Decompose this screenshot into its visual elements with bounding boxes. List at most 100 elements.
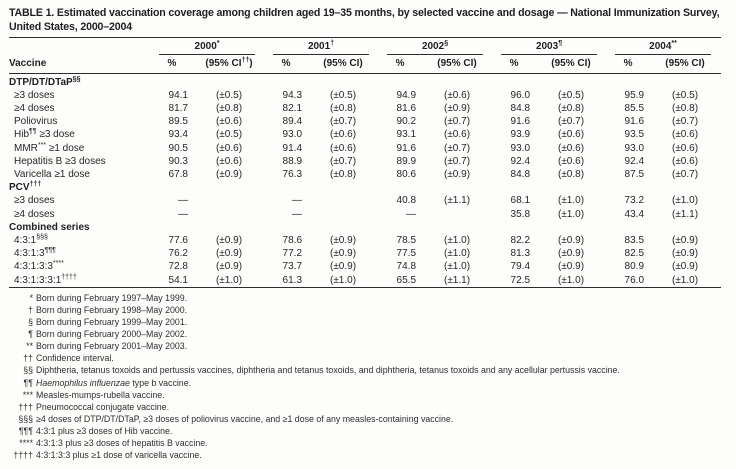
ci-value-cell: (±0.6) (329, 129, 357, 141)
table-row: ≥3 doses — — 40.8 (±1.1) 68.1 (±1.0) 73.2 (±1.0) (9, 194, 721, 207)
percent-value-cell: 92.4 (624, 155, 645, 167)
percent-value-cell: 90.3 (168, 155, 188, 167)
section-row: Combined series (9, 221, 721, 234)
text-part: (95% CI) (665, 58, 705, 70)
percent-header: % (493, 55, 536, 74)
percent-value-cell: 76.0 (624, 274, 645, 286)
footnote-line: ††† Pneumococcal conjugate vaccine. (9, 401, 727, 413)
percent-value-cell: 81.6 (396, 103, 417, 114)
ci-value-cell: (±0.9) (215, 261, 243, 273)
footnote-line: †† Confidence interval. (9, 352, 727, 364)
superscript-marker: ** (671, 40, 677, 48)
table-row: 4:3:1:3:3:1†††† 54.1 (±1.0) 61.3 (±1.0) 65.5 (… (9, 274, 721, 288)
ci-value-cell: (±0.6) (443, 89, 471, 101)
ci-header: (95% CI††) (193, 55, 266, 74)
footnote-line: * Born during February 1997–May 1999. (9, 292, 727, 304)
footnote-marker: ** (26, 341, 33, 352)
ci-value-cell: (±0.8) (215, 103, 243, 114)
percent-value-cell: 81.7 (168, 103, 188, 114)
percent-value-cell: 35.8 (510, 208, 531, 220)
superscript-marker: §§§ (36, 234, 48, 242)
year-header-row: 2000* 2001† 2002§ 2003¶ 2004** (9, 38, 721, 56)
text-part: ≥3 doses (14, 89, 55, 101)
ci-value-cell: (±0.6) (443, 129, 471, 141)
ci-value-cell: (±0.7) (443, 155, 471, 167)
percent-value-cell: 76.3 (282, 169, 303, 181)
year-column-header: 2000* (151, 38, 265, 56)
vaccine-label-cell: Hepatitis B ≥3 doses (9, 155, 151, 168)
text-part: Born during February 1998–May 2000. (36, 304, 188, 315)
superscript-marker: **** (52, 260, 64, 268)
vaccine-label-cell: ≥4 doses (9, 102, 151, 115)
ci-value-cell: (±0.9) (215, 248, 243, 260)
text-part: ≥1 dose (46, 142, 85, 154)
footnote-line: §§ Diphtheria, tetanus toxoids and pertus… (9, 364, 727, 376)
year-label: 2000* (159, 39, 256, 56)
text-part: Pneumococcal conjugate vaccine. (36, 401, 170, 412)
percent-value-cell: 93.9 (510, 129, 531, 141)
percent-value-cell: 91.6 (396, 142, 417, 154)
ci-value-cell: (±0.6) (557, 155, 585, 167)
footnote-line: ¶¶ Haemophilus influenzae type b vaccine. (9, 377, 727, 389)
footnote-text: Born during February 2001–May 2003. (36, 340, 727, 352)
superscript-marker: ¶¶ (29, 128, 37, 136)
footnote-marker: ††† (18, 401, 33, 412)
footnote-line: ¶¶¶ 4:3:1 plus ≥3 doses of Hib vaccine. (9, 425, 727, 437)
table-header: 2000* 2001† 2002§ 2003¶ 2004** Vaccine% (95% C… (9, 38, 722, 74)
percent-value-cell: 80.9 (624, 261, 645, 273)
text-part: Hib (14, 129, 30, 141)
text-part: Diphtheria, tetanus toxoids and pertussi… (36, 365, 620, 376)
text-part: Measles-mumps-rubella vaccine. (36, 389, 165, 400)
percent-value-cell: 90.2 (396, 116, 417, 128)
ci-value-cell (421, 208, 493, 221)
ci-value-cell: (±0.6) (215, 142, 243, 154)
percent-value-cell: 93.0 (282, 129, 303, 141)
vaccine-label-cell: Varicella ≥1 dose (9, 168, 151, 181)
section-row: DTP/DT/DTaP§§ (9, 73, 721, 89)
ci-value-cell: (±0.9) (671, 235, 699, 247)
percent-value-cell: 82.1 (282, 103, 303, 114)
footnote-text: Born during February 2000–May 2002. (36, 328, 727, 340)
text-part: Confidence interval. (36, 353, 114, 364)
superscript-marker: ¶¶¶ (44, 247, 56, 255)
ci-value-cell: (±0.5) (557, 89, 585, 101)
year-label: 2004** (615, 39, 712, 56)
ci-value-cell: (±0.8) (329, 169, 357, 181)
text-part: Born during February 2001–May 2003. (36, 341, 188, 352)
ci-value-cell: (±0.9) (557, 235, 585, 247)
percent-value-cell: 90.5 (168, 142, 188, 154)
ci-value-cell: (±0.9) (215, 235, 243, 247)
percent-value-cell: 77.6 (168, 235, 188, 247)
ci-header: (95% CI) (421, 55, 494, 74)
vaccine-label-cell: Hib¶¶ ≥3 dose (9, 128, 151, 141)
percent-value-cell: 94.9 (396, 89, 417, 101)
ci-value-cell: (±0.8) (557, 103, 585, 114)
text-part: ≥4 doses of DTP/DT/DTaP, ≥3 doses of pol… (36, 413, 454, 424)
subheader-row: Vaccine% (95% CI††)% (95% CI)% (95% CI)% (95… (9, 55, 722, 74)
text-part: ) (249, 58, 253, 70)
section-row: PCV††† (9, 181, 721, 194)
percent-value-cell: — (178, 195, 188, 207)
text-part: MMR (14, 142, 38, 154)
ci-value-cell: (±0.9) (215, 169, 243, 181)
vaccination-coverage-table: 2000* 2001† 2002§ 2003¶ 2004** Vaccine% (95% C… (9, 37, 722, 288)
footnote-marker: § (28, 317, 33, 328)
footnote-text: Born during February 1998–May 2000. (36, 304, 727, 316)
percent-value-cell: — (178, 208, 188, 220)
ci-value-cell: (±0.6) (557, 142, 585, 154)
footnote-text: Diphtheria, tetanus toxoids and pertussi… (36, 364, 727, 376)
text-part: Born during February 2000–May 2002. (36, 329, 188, 340)
ci-value-cell: (±0.6) (671, 155, 699, 167)
percent-value-cell: 94.3 (282, 89, 303, 101)
ci-value-cell: (±0.5) (215, 89, 243, 101)
text-part: 2002 (421, 41, 445, 53)
ci-value-cell: (±0.9) (329, 248, 357, 260)
footnote-marker: ¶¶¶ (18, 425, 33, 436)
ci-value-cell: (±0.6) (329, 142, 357, 154)
text-part: DTP/DT/DTaP (9, 76, 73, 88)
footnote-text: 4:3:1:3 plus ≥3 doses of hepatitis B vac… (36, 437, 727, 449)
footnote-line: † Born during February 1998–May 2000. (9, 304, 727, 316)
vaccine-label-cell: ≥4 doses (9, 208, 151, 221)
vaccine-column-header: Vaccine (9, 55, 151, 74)
